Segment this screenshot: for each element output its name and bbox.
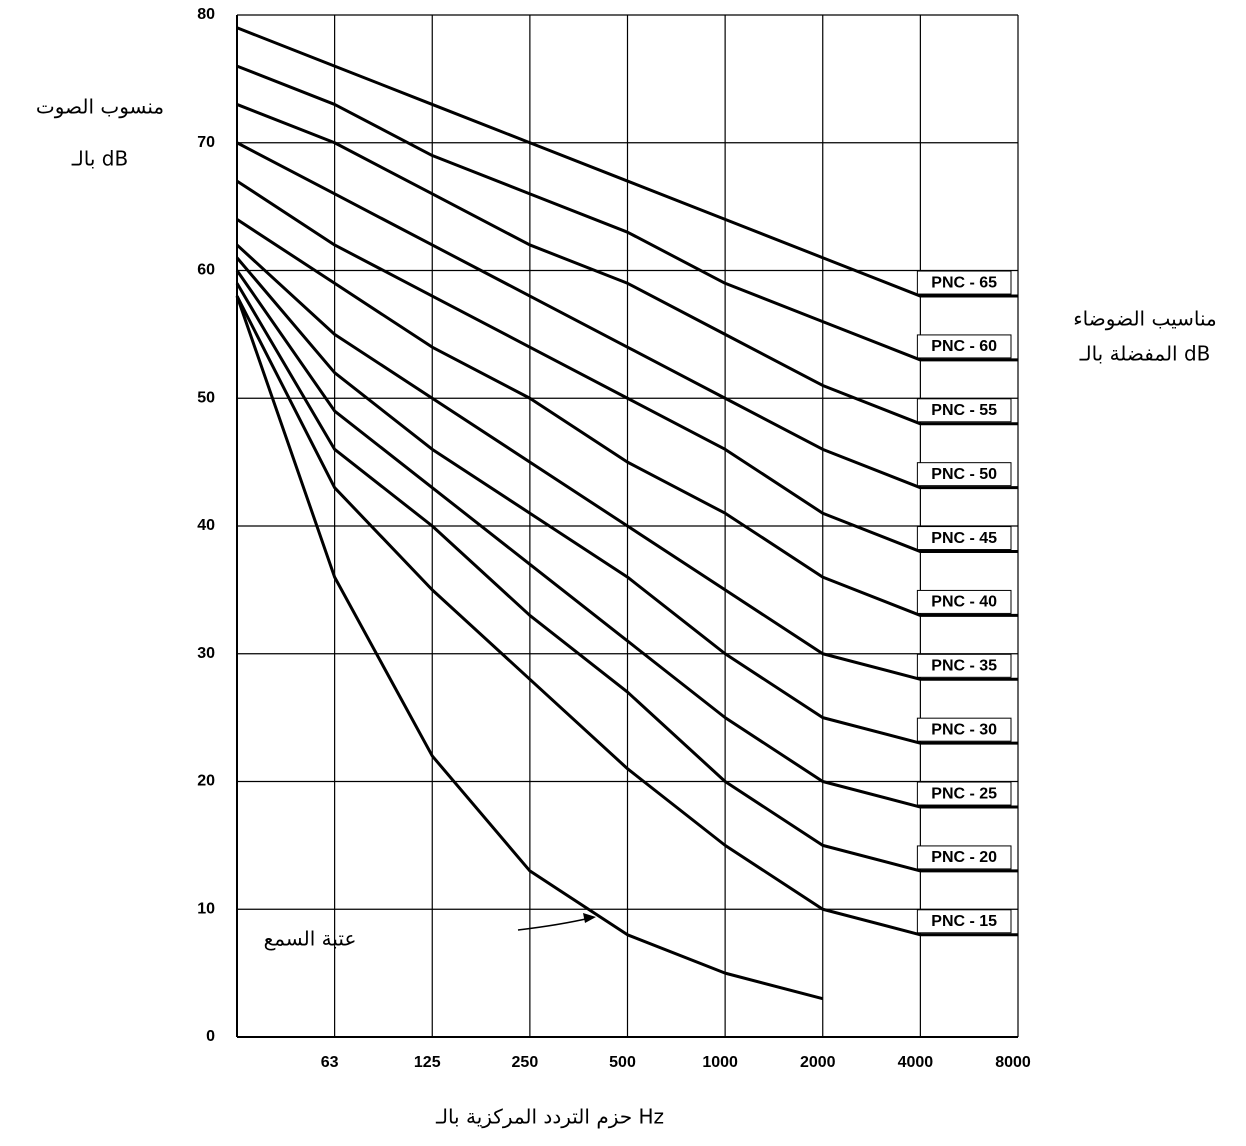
series-line xyxy=(235,256,1018,745)
y-axis-title: منسوب الصوت xyxy=(36,95,164,119)
series-label: PNC - 15 xyxy=(931,913,997,930)
series-label: PNC - 65 xyxy=(931,274,997,291)
y-tick-label: 10 xyxy=(197,900,215,917)
x-tick-label: 63 xyxy=(321,1054,339,1071)
series-label-box xyxy=(916,653,1012,678)
x-tick-label: 2000 xyxy=(800,1054,836,1071)
series-label: PNC - 60 xyxy=(931,338,997,355)
series-line xyxy=(235,282,1018,873)
y-tick-label: 80 xyxy=(197,6,215,23)
y-tick-label: 50 xyxy=(197,389,215,406)
series-line xyxy=(236,141,1018,490)
series-label-box xyxy=(916,462,1012,487)
x-tick-label: 125 xyxy=(414,1054,441,1071)
series-line xyxy=(235,269,1018,809)
series-label: PNC - 55 xyxy=(931,402,997,419)
y-tick-label: 20 xyxy=(197,773,215,790)
series-label: PNC - 45 xyxy=(931,530,997,547)
series-line xyxy=(236,103,1018,426)
series-label: PNC - 20 xyxy=(931,849,997,866)
series-line xyxy=(236,218,1018,617)
series-label-box xyxy=(916,845,1012,870)
series-label-box xyxy=(916,334,1012,359)
legend-title: مناسيب الضوضاء xyxy=(1073,307,1216,331)
annotation-arrowhead xyxy=(583,913,596,923)
x-tick-label: 250 xyxy=(512,1054,539,1071)
x-tick-label: 4000 xyxy=(898,1054,934,1071)
series-label: PNC - 25 xyxy=(931,785,997,802)
series-line xyxy=(236,64,1018,362)
series-label: PNC - 40 xyxy=(931,594,997,611)
y-axis-title: بالـ dB xyxy=(71,147,128,171)
series-line xyxy=(236,26,1018,298)
series-label-box xyxy=(916,270,1012,295)
series-label: عتبة السمع xyxy=(264,927,357,951)
series-label: PNC - 35 xyxy=(931,658,997,675)
series-label: PNC - 30 xyxy=(931,721,997,738)
annotation-arrow xyxy=(517,917,591,931)
series-label-box xyxy=(916,398,1012,423)
series-line xyxy=(235,295,1018,937)
series-label-box xyxy=(916,909,1012,934)
y-tick-label: 40 xyxy=(197,517,215,534)
series-label-box xyxy=(916,526,1012,551)
series-line xyxy=(235,295,824,1001)
y-tick-label: 0 xyxy=(206,1028,215,1045)
x-axis-title: حزم التردد المركزية بالـ Hz xyxy=(435,1105,664,1129)
series-label-box xyxy=(916,589,1012,614)
y-tick-label: 70 xyxy=(197,134,215,151)
y-tick-label: 30 xyxy=(197,645,215,662)
series-label-box xyxy=(916,717,1012,742)
legend-title: المفضلة بالـ dB xyxy=(1079,342,1211,366)
x-tick-label: 1000 xyxy=(702,1054,738,1071)
y-tick-label: 60 xyxy=(197,262,215,279)
series-line xyxy=(235,243,1018,681)
x-tick-label: 500 xyxy=(609,1054,636,1071)
series-line xyxy=(236,179,1018,554)
series-label: PNC - 50 xyxy=(931,466,997,483)
x-tick-label: 8000 xyxy=(995,1054,1031,1071)
series-label-box xyxy=(916,781,1012,806)
